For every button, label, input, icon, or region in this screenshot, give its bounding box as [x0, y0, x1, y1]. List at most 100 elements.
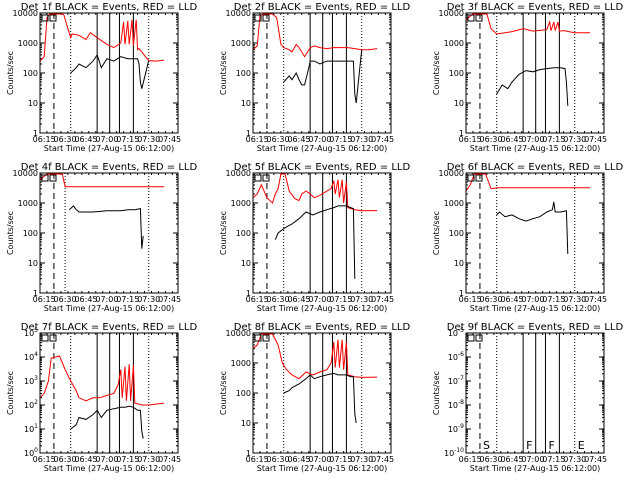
- x-tick-label: 06:15: [246, 295, 269, 304]
- legend-swatch: [41, 14, 49, 22]
- plot-frame: [465, 12, 605, 134]
- x-tick-label: 07:00: [95, 135, 118, 144]
- legend-swatch: [262, 14, 270, 22]
- y-tick-label: 1000: [18, 39, 38, 48]
- x-tick-label: 06:30: [54, 295, 77, 304]
- legend-swatch: [262, 334, 270, 342]
- y-axis-label: Counts/sec: [219, 211, 228, 255]
- x-tick-label: 07:00: [95, 455, 118, 464]
- x-tick-label: 06:45: [287, 455, 310, 464]
- x-tick-label: 07:45: [371, 455, 394, 464]
- x-tick-label: 07:00: [308, 455, 331, 464]
- x-axis-label: Start Time (27-Aug-15 06:12:00): [470, 144, 601, 153]
- y-tick-label: 1000: [18, 199, 38, 208]
- x-tick-label: 06:45: [287, 135, 310, 144]
- panel-title: Det 7f BLACK = Events, RED = LLD: [21, 322, 198, 333]
- x-tick-label: 06:15: [33, 455, 56, 464]
- y-tick-label: 10: [28, 259, 38, 268]
- y-tick-label: 10: [241, 419, 251, 428]
- y-tick-label: 1000: [444, 199, 464, 208]
- plot-frame: [252, 172, 392, 294]
- detector-panel: Det 7f BLACK = Events, RED = LLD 100 101 10…: [6, 322, 197, 473]
- y-tick-label: 101: [24, 423, 38, 434]
- x-tick-label: 07:30: [350, 455, 373, 464]
- detector-panel: Det 1f BLACK = Events, RED = LLD 1 10 100 10…: [6, 2, 197, 153]
- y-tick-label: 1: [33, 289, 38, 298]
- events-series-line: [283, 49, 363, 104]
- legend-swatch: [49, 334, 57, 342]
- x-tick-label: 07:00: [308, 135, 331, 144]
- detector-panel: Det 2f BLACK = Events, RED = LLD 1 10 100 10…: [219, 2, 410, 153]
- legend-swatch: [475, 334, 483, 342]
- legend-swatch: [262, 174, 270, 182]
- x-tick-label: 07:15: [116, 135, 139, 144]
- x-tick-label: 06:45: [287, 295, 310, 304]
- legend-swatch: [254, 14, 262, 22]
- x-tick-label: 07:15: [542, 135, 565, 144]
- y-axis-label: Counts/sec: [432, 51, 441, 95]
- plot-frame: [252, 12, 392, 134]
- y-tick-label: 10: [241, 259, 251, 268]
- panel-title: Det 3f BLACK = Events, RED = LLD: [447, 2, 624, 13]
- x-tick-label: 06:30: [54, 135, 77, 144]
- x-tick-label: 06:45: [500, 455, 523, 464]
- x-tick-label: 07:30: [137, 455, 160, 464]
- y-tick-label: 1: [246, 289, 251, 298]
- x-tick-label: 07:00: [521, 295, 544, 304]
- lld-series-line: [252, 333, 378, 380]
- time-marker-label: F: [548, 439, 554, 452]
- panel-title: Det 1f BLACK = Events, RED = LLD: [21, 2, 198, 13]
- y-tick-label: 1: [459, 289, 464, 298]
- y-tick-label: 10: [241, 99, 251, 108]
- y-axis-label: Counts/sec: [6, 371, 15, 415]
- y-tick-label: 10000: [439, 9, 464, 18]
- y-tick-label: 1: [246, 449, 251, 458]
- time-marker-label: E: [578, 439, 585, 452]
- y-tick-label: 10000: [226, 9, 251, 18]
- legend-swatch: [41, 174, 49, 182]
- x-tick-label: 06:15: [246, 135, 269, 144]
- x-tick-label: 07:45: [584, 455, 607, 464]
- y-tick-label: 1: [459, 129, 464, 138]
- events-series-line: [70, 53, 150, 89]
- y-axis-label: Counts/sec: [6, 211, 15, 255]
- y-tick-label: 10-9: [448, 423, 464, 434]
- y-tick-label: 10: [28, 99, 38, 108]
- x-tick-label: 07:30: [563, 295, 586, 304]
- y-tick-label: 102: [24, 399, 38, 410]
- lld-series-line: [252, 13, 378, 58]
- x-tick-label: 06:30: [480, 455, 503, 464]
- lld-series-line: [465, 173, 591, 192]
- panel-title: Det 5f BLACK = Events, RED = LLD: [234, 162, 411, 173]
- x-tick-label: 07:15: [542, 295, 565, 304]
- x-tick-label: 07:30: [137, 135, 160, 144]
- x-tick-label: 07:45: [158, 135, 181, 144]
- legend-swatch: [467, 14, 475, 22]
- y-axis-label: Counts/sec: [219, 371, 228, 415]
- y-tick-label: 100: [236, 69, 251, 78]
- plot-frame: [39, 172, 179, 294]
- y-tick-label: 10000: [226, 329, 251, 338]
- legend-swatch: [254, 174, 262, 182]
- y-tick-label: 100: [23, 229, 38, 238]
- y-tick-label: 100: [236, 229, 251, 238]
- x-tick-label: 06:45: [74, 135, 97, 144]
- y-axis-label: Counts/sec: [432, 371, 441, 415]
- x-tick-label: 06:30: [267, 455, 290, 464]
- y-tick-label: 1000: [231, 39, 251, 48]
- panel-title: Det 6f BLACK = Events, RED = LLD: [447, 162, 624, 173]
- x-tick-label: 07:30: [137, 295, 160, 304]
- events-series-line: [68, 205, 144, 249]
- y-tick-label: 10000: [13, 9, 38, 18]
- x-tick-label: 07:45: [371, 135, 394, 144]
- x-tick-label: 07:30: [350, 295, 373, 304]
- plot-frame: [39, 332, 179, 454]
- y-tick-label: 100: [449, 69, 464, 78]
- x-tick-label: 07:45: [158, 295, 181, 304]
- x-tick-label: 06:30: [267, 135, 290, 144]
- x-tick-label: 07:30: [563, 135, 586, 144]
- x-tick-label: 06:45: [74, 455, 97, 464]
- x-tick-label: 06:15: [459, 455, 482, 464]
- y-tick-label: 10-8: [448, 399, 464, 410]
